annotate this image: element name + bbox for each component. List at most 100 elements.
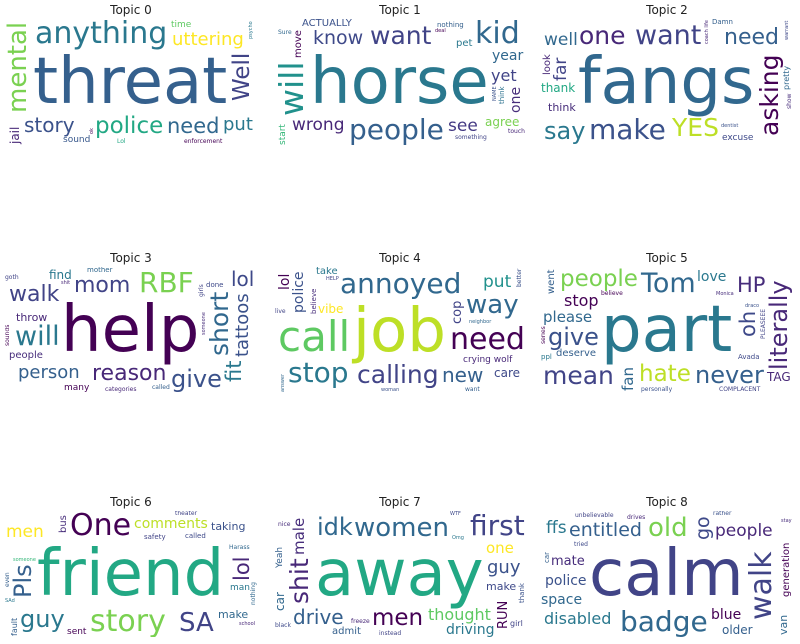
word: car <box>543 551 551 563</box>
word: nothing <box>250 582 257 605</box>
word: YES <box>672 113 719 142</box>
word: disabled <box>544 609 612 628</box>
wordcloud-panel: Topic 1 horse people want kid know wrong will se… <box>274 3 526 145</box>
word: live <box>275 308 286 315</box>
word: need <box>724 25 779 50</box>
word: one <box>579 21 626 50</box>
word: want <box>635 20 702 51</box>
word: hate <box>639 361 691 387</box>
panel-title: Topic 0 <box>110 3 152 17</box>
word: think <box>498 86 506 104</box>
wordcloud-panel: Topic 6 friend story One comments SA guy Pls men… <box>5 495 257 637</box>
word: categories <box>105 386 137 393</box>
word: admit <box>332 626 361 637</box>
word: One <box>70 511 132 543</box>
panel-title: Topic 5 <box>646 251 688 265</box>
word: calm <box>589 537 744 611</box>
word: people <box>715 521 773 541</box>
word: Pls <box>9 564 37 598</box>
word: lol <box>230 556 254 581</box>
word: black <box>275 622 291 629</box>
word: TAG <box>767 370 791 384</box>
word: deal <box>435 28 446 34</box>
word: something <box>455 134 487 141</box>
wordcloud: calm badge old entitled people disabled walk po… <box>541 511 793 637</box>
wordcloud-panel: Topic 7 away men women thought drive first shit… <box>274 495 526 637</box>
word: drive <box>293 605 344 629</box>
word: someone <box>201 312 207 335</box>
word: idk <box>317 513 353 541</box>
word: go <box>692 516 714 540</box>
word: give <box>548 323 599 351</box>
word: walk <box>9 282 60 307</box>
word: help <box>61 293 200 367</box>
word: Avada <box>738 353 760 361</box>
word: enforcement <box>184 138 223 145</box>
word: theater <box>175 511 198 517</box>
word: Yeah <box>275 546 285 568</box>
word: friend <box>37 537 225 611</box>
word: think <box>548 101 576 114</box>
wordcloud: part hate Tom never people mean literally give s… <box>541 267 793 393</box>
word: stop <box>288 356 349 389</box>
word: away <box>315 537 484 611</box>
word: reason <box>92 361 167 386</box>
word: entitled <box>569 519 642 541</box>
word: story <box>24 113 75 137</box>
word: wrong <box>292 115 345 135</box>
word: coach life <box>704 20 710 44</box>
word: many <box>64 383 90 393</box>
word: never <box>695 361 764 389</box>
word: start <box>278 124 288 145</box>
word: mean <box>543 361 614 390</box>
word: asking <box>755 54 784 136</box>
word: blue <box>711 607 742 623</box>
word: NAME <box>492 86 498 101</box>
word: sound <box>63 135 91 145</box>
word: neighbor <box>469 319 492 325</box>
word: tried <box>574 541 588 548</box>
word: bus <box>58 515 69 533</box>
word: guy <box>20 605 65 633</box>
word: lol <box>277 273 293 290</box>
word: Tom <box>641 268 696 299</box>
word: RBF <box>139 267 194 299</box>
word: tattoos <box>232 293 253 357</box>
word: freeze <box>351 618 370 625</box>
word: vibe <box>318 302 344 316</box>
word: Sure <box>278 29 292 36</box>
wordcloud: horse people want kid know wrong will see agree y… <box>274 19 526 145</box>
word: driving <box>446 622 495 637</box>
word: warrant <box>784 20 790 40</box>
word: Omg <box>452 535 464 541</box>
word: nothing <box>437 21 464 29</box>
word: calling <box>357 360 439 389</box>
word: called <box>152 384 170 391</box>
word: instead <box>379 630 402 637</box>
word: HP <box>737 273 766 297</box>
word: one <box>508 86 524 113</box>
wordcloud-panel: Topic 4 job call annoyed calling need way polic… <box>274 251 526 393</box>
word: know <box>313 27 364 49</box>
word: school <box>239 621 256 627</box>
panel-title: Topic 6 <box>110 495 152 509</box>
wordcloud: threat police Well anything need story mental u… <box>5 19 257 145</box>
word: call <box>278 312 351 361</box>
word: someone <box>13 557 36 563</box>
word: went <box>546 269 557 294</box>
word: look <box>542 54 553 75</box>
word: make <box>589 113 666 145</box>
word: horse <box>310 45 489 119</box>
word: Monica <box>716 291 734 297</box>
word: ACTUALLY <box>302 19 352 29</box>
word: threat <box>33 45 228 119</box>
word: love <box>697 269 727 285</box>
wordcloud-panel: Topic 3 help reason mom RBF will person short gi… <box>5 251 257 393</box>
word: way <box>466 290 519 320</box>
word: rather <box>713 511 732 517</box>
word: thought <box>428 605 491 624</box>
word: better <box>516 268 523 287</box>
word: people <box>349 113 444 145</box>
word: done <box>206 281 224 289</box>
word: RUN <box>496 600 511 629</box>
